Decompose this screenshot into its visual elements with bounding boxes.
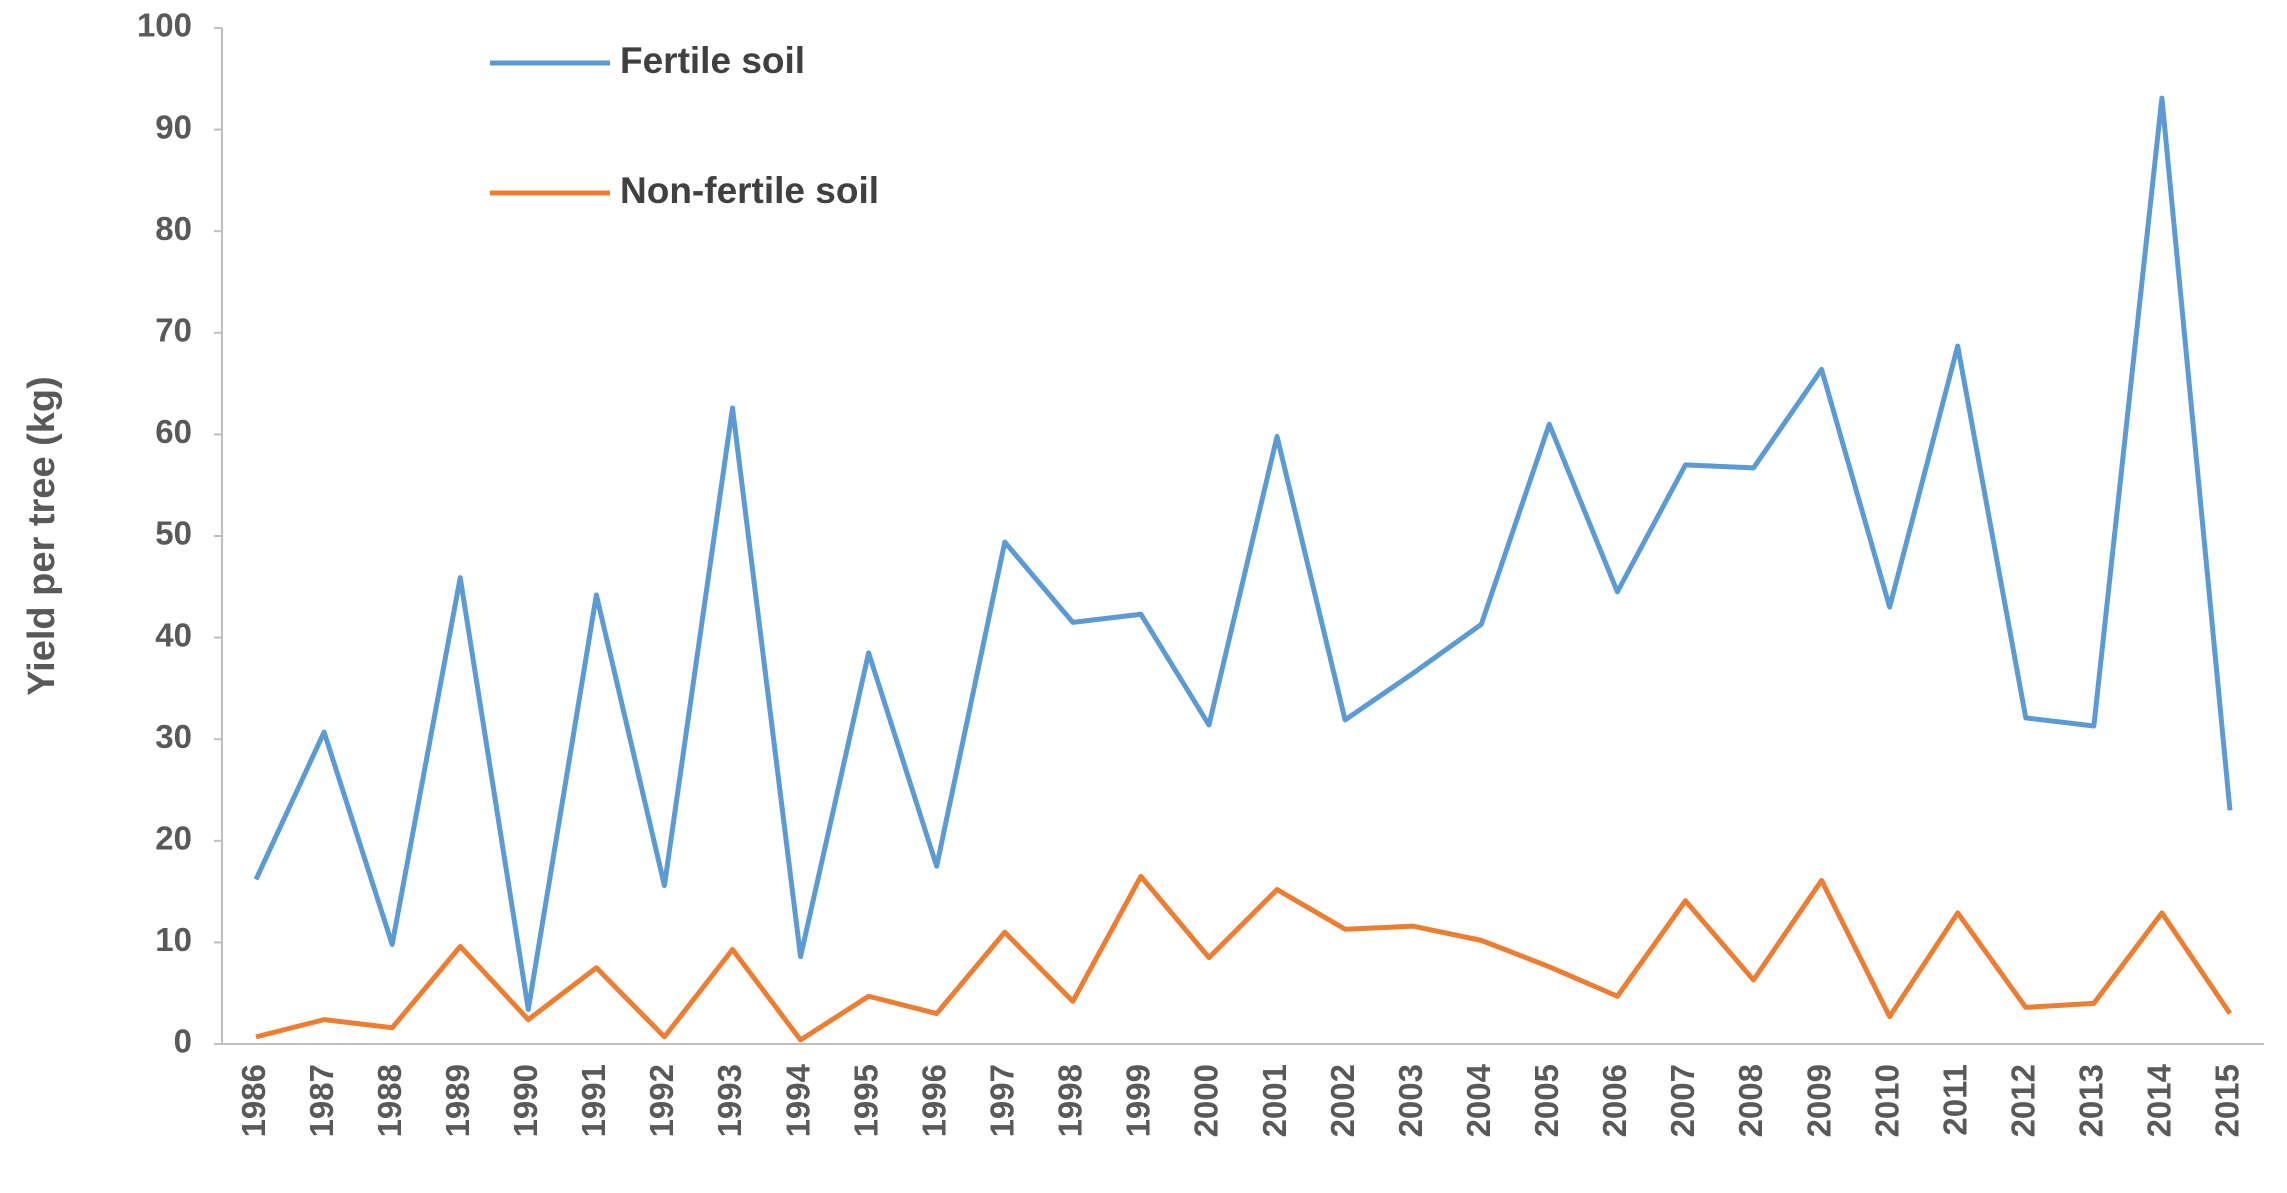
- y-tick-label: 100: [137, 7, 192, 44]
- x-tick-label: 1993: [711, 1064, 748, 1137]
- y-tick-label: 50: [155, 515, 192, 552]
- x-tick-label: 1991: [575, 1064, 612, 1137]
- x-tick-label: 1992: [643, 1064, 680, 1137]
- series-line: [255, 873, 2233, 1043]
- x-tick-label: 1997: [983, 1064, 1020, 1137]
- x-tick-label: 2003: [1392, 1064, 1429, 1137]
- x-tick-label: 2011: [1936, 1064, 1973, 1136]
- y-tick-label: 90: [155, 108, 192, 145]
- x-tick-label: 2002: [1324, 1064, 1361, 1137]
- y-tick-label: 60: [155, 413, 192, 450]
- y-tick-label: 80: [155, 210, 192, 247]
- x-tick-label: 2006: [1596, 1064, 1633, 1137]
- x-tick-label: 1994: [779, 1063, 816, 1137]
- x-tick-label: 2009: [1800, 1064, 1837, 1137]
- x-tick-label: 2010: [1868, 1064, 1905, 1137]
- x-tick-label: 1998: [1052, 1064, 1089, 1137]
- y-axis-title: Yield per tree (kg): [21, 376, 63, 696]
- x-tick-label: 2012: [2004, 1064, 2041, 1137]
- x-tick-label: 1987: [303, 1064, 340, 1137]
- x-tick-label: 1995: [847, 1064, 884, 1137]
- y-tick-label: 0: [174, 1023, 192, 1060]
- legend-label: Non-fertile soil: [620, 170, 879, 211]
- y-tick-label: 30: [155, 718, 192, 755]
- y-tick-label: 20: [155, 820, 192, 857]
- x-tick-label: 2000: [1188, 1064, 1225, 1137]
- x-tick-label: 2014: [2141, 1063, 2178, 1137]
- x-tick-label: 1988: [371, 1064, 408, 1137]
- x-tick-label: 2001: [1256, 1064, 1293, 1137]
- x-tick-label: 2015: [2209, 1064, 2246, 1137]
- x-tick-label: 2008: [1732, 1064, 1769, 1137]
- legend-label: Fertile soil: [620, 40, 805, 81]
- y-tick-label: 70: [155, 312, 192, 349]
- x-tick-label: 2004: [1460, 1063, 1497, 1137]
- x-tick-label: 2013: [2073, 1064, 2110, 1137]
- x-tick-label: 2005: [1528, 1064, 1565, 1137]
- y-tick-label: 40: [155, 616, 192, 653]
- x-tick-label: 1990: [507, 1064, 544, 1137]
- x-tick-label: 1989: [439, 1064, 476, 1137]
- x-tick-label: 2007: [1664, 1064, 1701, 1137]
- y-tick-label: 10: [155, 921, 192, 958]
- x-tick-label: 1999: [1120, 1064, 1157, 1137]
- series-line: [253, 95, 2233, 1012]
- x-tick-label: 1996: [915, 1064, 952, 1137]
- x-tick-label: 1986: [235, 1064, 272, 1137]
